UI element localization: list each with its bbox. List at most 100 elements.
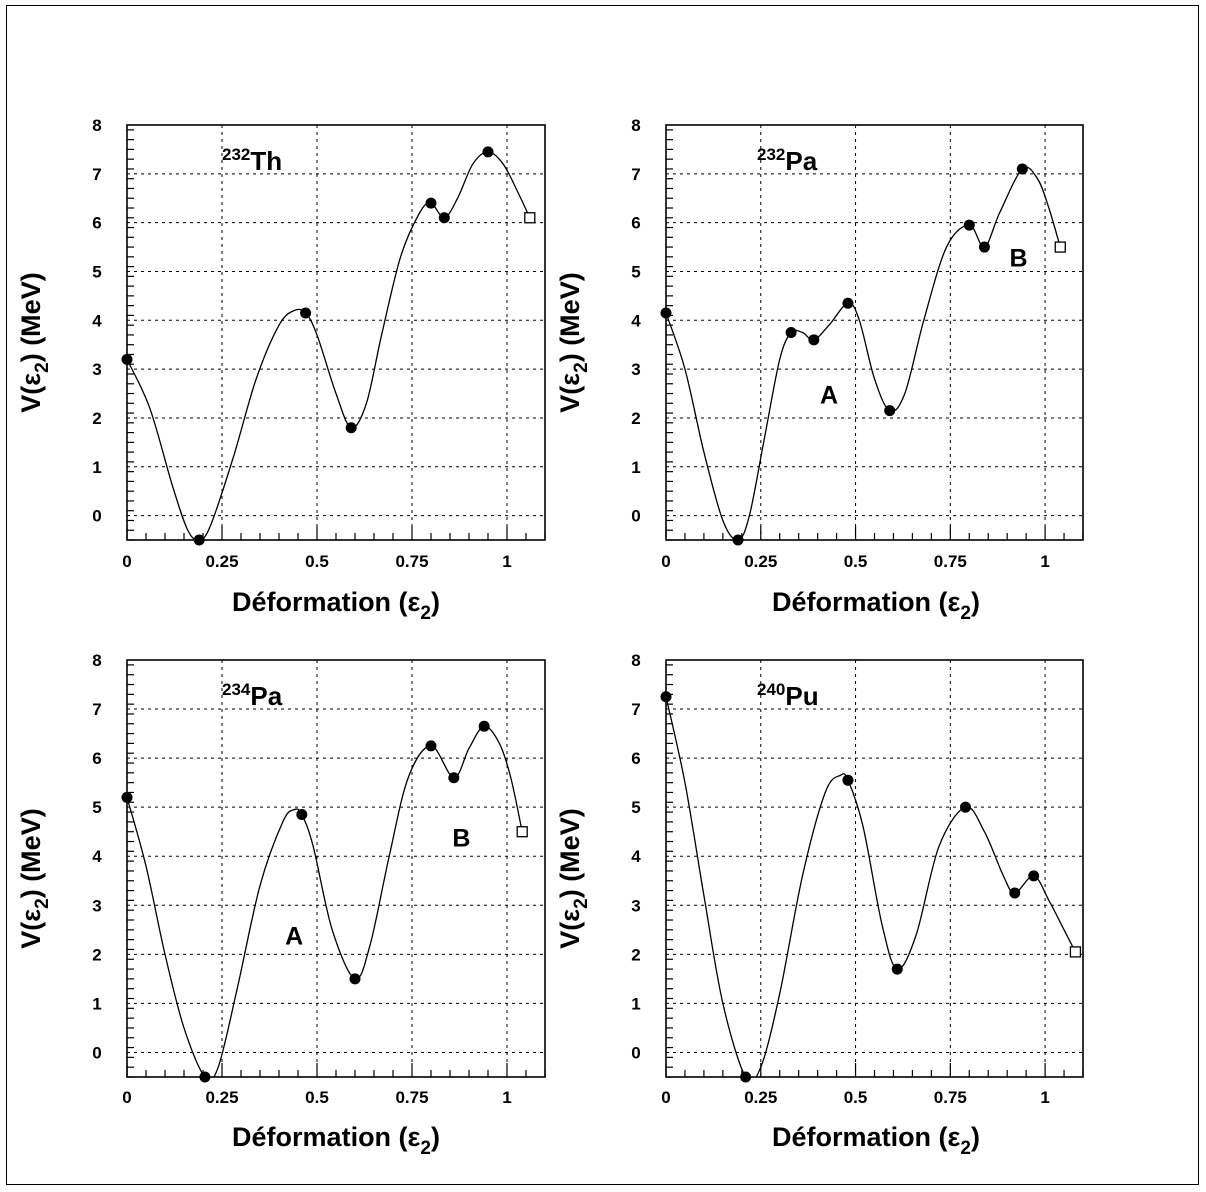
y-tick-label: 0 xyxy=(631,1043,640,1062)
y-tick-label: 1 xyxy=(631,458,640,477)
data-point xyxy=(345,422,357,434)
chart-panel-1: 0 0.25 0.5 0.75 1 0 1 2 3 4 5 6 7 8 Déformation (ε2) V(… xyxy=(16,116,546,624)
plot-frame xyxy=(126,124,546,541)
endpoint-marker xyxy=(1054,241,1066,253)
potential-curve xyxy=(127,725,523,1077)
x-tick-label: 1 xyxy=(1040,1088,1049,1107)
x-tick-label: 0.75 xyxy=(395,1088,428,1107)
data-point xyxy=(884,405,896,417)
x-tick-label: 0.75 xyxy=(934,552,967,571)
data-point xyxy=(425,197,437,209)
data-point xyxy=(121,791,133,803)
data-point xyxy=(842,774,854,786)
y-tick-label: 7 xyxy=(92,165,101,184)
barrier-label-b: B xyxy=(452,824,470,852)
panel-title: 232Th xyxy=(222,145,282,176)
data-point xyxy=(425,740,437,752)
x-tick-label: 0.25 xyxy=(205,552,238,571)
data-point xyxy=(891,963,903,975)
data-point xyxy=(808,334,820,346)
data-point xyxy=(785,327,797,338)
y-tick-label: 2 xyxy=(92,945,101,964)
data-point xyxy=(732,534,744,546)
y-tick-label: 2 xyxy=(92,409,101,428)
data-point xyxy=(1028,870,1040,882)
panel-title: 232Pa xyxy=(757,145,818,176)
data-point xyxy=(1009,887,1021,899)
chart-panel-4: 0 0.25 0.5 0.75 1 0 1 2 3 4 5 6 7 8 Déformation (ε2) V(… xyxy=(555,651,1084,1159)
x-tick-label: 1 xyxy=(502,552,511,571)
y-tick-label: 3 xyxy=(631,896,640,915)
barrier-label-a: A xyxy=(285,923,303,951)
plot-frame xyxy=(126,659,546,1078)
y-tick-label: 8 xyxy=(631,116,640,135)
y-tick-label: 2 xyxy=(631,945,640,964)
y-tick-label: 6 xyxy=(631,749,640,768)
endpoint-marker xyxy=(524,212,536,224)
x-tick-label: 1 xyxy=(1040,552,1049,571)
data-point xyxy=(660,691,672,703)
y-tick-label: 4 xyxy=(92,311,102,330)
data-point xyxy=(300,307,312,319)
x-tick-label: 0 xyxy=(661,1088,670,1107)
y-tick-label: 1 xyxy=(631,994,640,1013)
y-tick-label: 5 xyxy=(631,262,640,281)
y-tick-label: 8 xyxy=(631,651,640,670)
data-point xyxy=(963,219,975,231)
y-tick-label: 6 xyxy=(92,214,101,233)
y-tick-label: 6 xyxy=(631,214,640,233)
y-tick-label: 0 xyxy=(631,507,640,526)
data-point xyxy=(660,307,672,319)
figure-frame xyxy=(6,5,1199,1185)
data-point xyxy=(842,297,854,309)
y-tick-label: 4 xyxy=(631,311,641,330)
y-tick-label: 3 xyxy=(92,896,101,915)
x-tick-label: 0 xyxy=(122,552,131,571)
panel-title: 240Pu xyxy=(757,680,819,711)
x-tick-label: 0 xyxy=(122,1088,131,1107)
data-point xyxy=(296,809,308,821)
x-tick-label: 0.5 xyxy=(844,1088,868,1107)
chart-panel-3: 0 0.25 0.5 0.75 1 0 1 2 3 4 5 6 7 8 Déformation (ε2) V(… xyxy=(16,651,546,1159)
data-point xyxy=(438,212,450,224)
y-tick-label: 3 xyxy=(92,360,101,379)
data-point xyxy=(349,973,361,985)
panel-title: 234Pa xyxy=(222,680,283,711)
data-point xyxy=(740,1071,752,1083)
y-tick-label: 5 xyxy=(631,798,640,817)
y-tick-label: 0 xyxy=(92,1043,101,1062)
x-axis-title: Déformation (ε2) xyxy=(232,1122,440,1159)
y-tick-label: 5 xyxy=(92,262,101,281)
y-tick-label: 3 xyxy=(631,360,640,379)
x-tick-label: 0.75 xyxy=(395,552,428,571)
x-tick-label: 0.25 xyxy=(744,1088,777,1107)
chart-panel-2: 0 0.25 0.5 0.75 1 0 1 2 3 4 5 6 7 8 Déformation (ε2) V(… xyxy=(555,116,1084,624)
x-tick-label: 0.25 xyxy=(744,552,777,571)
data-point xyxy=(978,241,990,253)
data-point xyxy=(193,534,205,546)
y-tick-label: 8 xyxy=(92,116,101,135)
endpoint-marker xyxy=(516,826,528,838)
data-point xyxy=(199,1071,211,1083)
y-tick-label: 6 xyxy=(92,749,101,768)
y-tick-label: 8 xyxy=(92,651,101,670)
potential-curve xyxy=(127,151,531,540)
data-point xyxy=(482,146,494,158)
y-tick-label: 7 xyxy=(92,700,101,719)
y-tick-label: 7 xyxy=(631,700,640,719)
y-tick-label: 7 xyxy=(631,165,640,184)
y-tick-label: 4 xyxy=(92,847,102,866)
data-point xyxy=(1016,163,1028,175)
x-axis-title: Déformation (ε2) xyxy=(772,1122,980,1159)
y-axis-title: V(ε2) (MeV) xyxy=(16,272,53,412)
data-point xyxy=(478,720,490,732)
y-tick-label: 5 xyxy=(92,798,101,817)
barrier-label-a: A xyxy=(820,381,838,409)
x-tick-label: 0.25 xyxy=(205,1088,238,1107)
x-tick-label: 0.75 xyxy=(934,1088,967,1107)
x-tick-label: 0.5 xyxy=(305,552,329,571)
plot-frame xyxy=(665,659,1084,1078)
x-axis-title: Déformation (ε2) xyxy=(232,587,440,624)
y-axis-title: V(ε2) (MeV) xyxy=(555,272,592,412)
